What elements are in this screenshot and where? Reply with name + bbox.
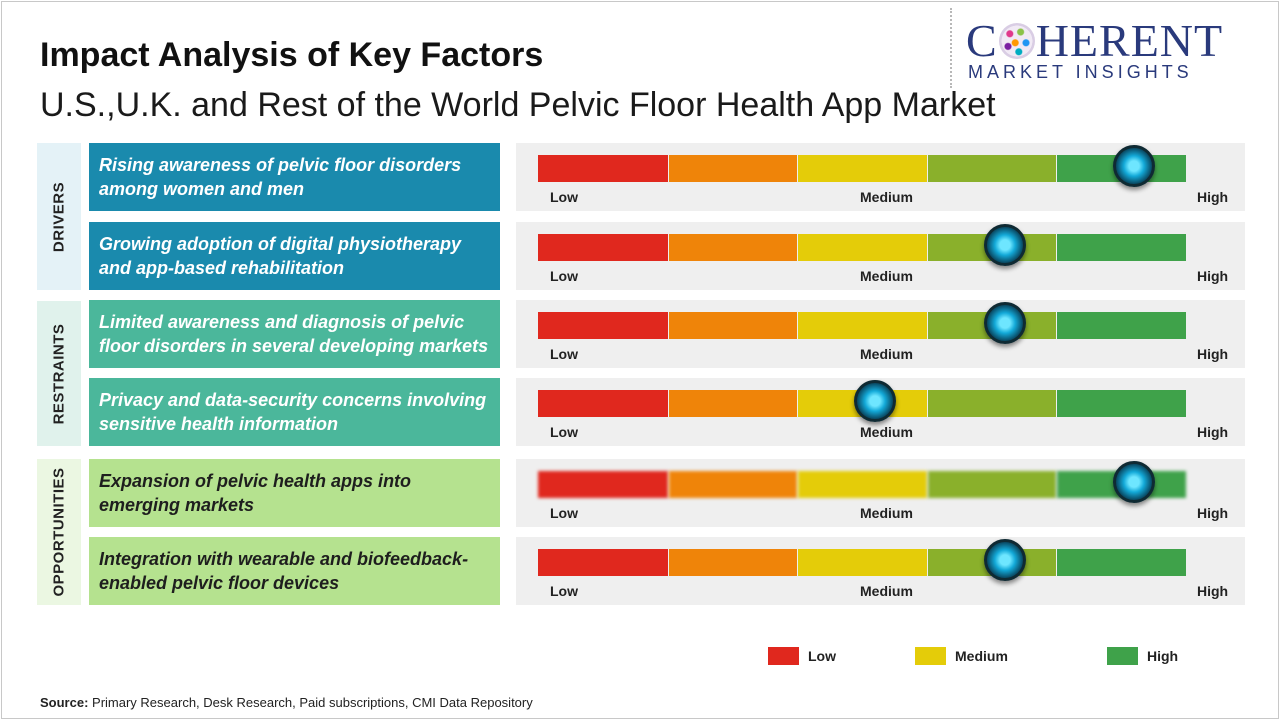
factor-text: Expansion of pelvic health apps into eme… [99, 471, 412, 515]
factor-text: Limited awareness and diagnosis of pelvi… [99, 312, 489, 356]
factor-box: Rising awareness of pelvic floor disorde… [89, 143, 500, 211]
logo-tagline: MARKET INSIGHTS [968, 62, 1193, 82]
gauge-segment [668, 312, 798, 339]
legend-swatch [1107, 647, 1138, 665]
gauge-segment [1057, 234, 1186, 261]
gauge-segment [668, 549, 798, 576]
gauge-segment [927, 155, 1057, 182]
scale-label-medium: Medium [860, 424, 913, 440]
scale-label-high: High [1197, 424, 1229, 440]
impact-gauge: Low Medium High [516, 378, 1245, 446]
legend-swatch [915, 647, 946, 665]
source-label: Source: [40, 695, 89, 710]
globe-icon [998, 23, 1035, 59]
scale-label-medium: Medium [860, 583, 913, 599]
impact-gauge: Low Medium High [516, 300, 1245, 368]
impact-marker [983, 302, 1026, 344]
factor-box: Integration with wearable and biofeedbac… [89, 537, 500, 605]
factor-text: Privacy and data-security concerns invol… [99, 390, 487, 434]
impact-marker [853, 380, 896, 422]
gauge-segment [927, 390, 1057, 417]
category-drivers: DRIVERS [37, 143, 81, 290]
source-text: Primary Research, Desk Research, Paid su… [92, 695, 533, 710]
gauge-segment [538, 234, 668, 261]
scale-label-low: Low [550, 424, 578, 440]
scale-label-medium: Medium [860, 346, 913, 362]
factor-box: Expansion of pelvic health apps into eme… [89, 459, 500, 527]
gauge-segment [668, 155, 798, 182]
factor-text: Rising awareness of pelvic floor disorde… [99, 155, 462, 199]
factor-text: Growing adoption of digital physiotherap… [99, 234, 461, 278]
scale-label-high: High [1197, 189, 1229, 205]
chart-subtitle: U.S.,U.K. and Rest of the World Pelvic F… [40, 86, 996, 124]
factor-box: Limited awareness and diagnosis of pelvi… [89, 300, 500, 368]
scale-label-high: High [1197, 346, 1229, 362]
scale-label-medium: Medium [860, 268, 913, 284]
gauge-segment [1057, 390, 1186, 417]
scale-label-high: High [1197, 505, 1229, 521]
impact-gauge: Low Medium High [516, 537, 1245, 605]
gauge-segment [538, 549, 668, 576]
category-opportunities: OPPORTUNITIES [37, 459, 81, 605]
scale-label-low: Low [550, 189, 578, 205]
gauge-segment [1057, 549, 1186, 576]
impact-gauge: Low Medium High [516, 143, 1245, 211]
gauge-segment [538, 155, 668, 182]
gauge-segment [668, 471, 798, 498]
scale-label-high: High [1197, 268, 1229, 284]
gauge-segment [798, 155, 927, 182]
scale-label-medium: Medium [860, 505, 913, 521]
gauge-segment [798, 549, 927, 576]
legend-label: High [1147, 648, 1179, 664]
impact-marker [1113, 145, 1156, 187]
gauge-segment [1057, 312, 1186, 339]
gauge-segment [798, 312, 927, 339]
gauge-segment [538, 312, 668, 339]
impact-gauge: Low Medium High [516, 459, 1245, 527]
factor-box: Growing adoption of digital physiotherap… [89, 222, 500, 290]
scale-label-medium: Medium [860, 189, 913, 205]
category-label: DRIVERS [50, 181, 68, 252]
category-label: RESTRAINTS [50, 323, 68, 424]
category-label: OPPORTUNITIES [50, 467, 68, 597]
legend-label: Medium [955, 648, 1008, 664]
scale-label-high: High [1197, 583, 1229, 599]
chart-title: Impact Analysis of Key Factors [40, 36, 544, 74]
gauge-segment [538, 471, 668, 498]
impact-marker [1113, 461, 1156, 503]
coherent-logo: C HERENT [966, 14, 1223, 67]
gauge-segment [798, 234, 927, 261]
impact-marker [983, 539, 1026, 581]
scale-label-low: Low [550, 268, 578, 284]
scale-label-low: Low [550, 346, 578, 362]
factor-box: Privacy and data-security concerns invol… [89, 378, 500, 446]
gauge-segment [668, 390, 798, 417]
category-restraints: RESTRAINTS [37, 301, 81, 446]
source-note: Source: Primary Research, Desk Research,… [40, 695, 533, 710]
legend-label: Low [808, 648, 836, 664]
scale-label-low: Low [550, 505, 578, 521]
logo-divider [950, 8, 952, 88]
factor-text: Integration with wearable and biofeedbac… [99, 549, 469, 593]
scale-label-low: Low [550, 583, 578, 599]
gauge-segment [538, 390, 668, 417]
logo-brand-post: HERENT [1035, 15, 1224, 66]
impact-marker [983, 224, 1026, 266]
gauge-segment [798, 471, 927, 498]
legend-swatch [768, 647, 799, 665]
gauge-segment [668, 234, 798, 261]
impact-gauge: Low Medium High [516, 222, 1245, 290]
gauge-segment [927, 471, 1057, 498]
logo-brand-pre: C [966, 15, 998, 66]
